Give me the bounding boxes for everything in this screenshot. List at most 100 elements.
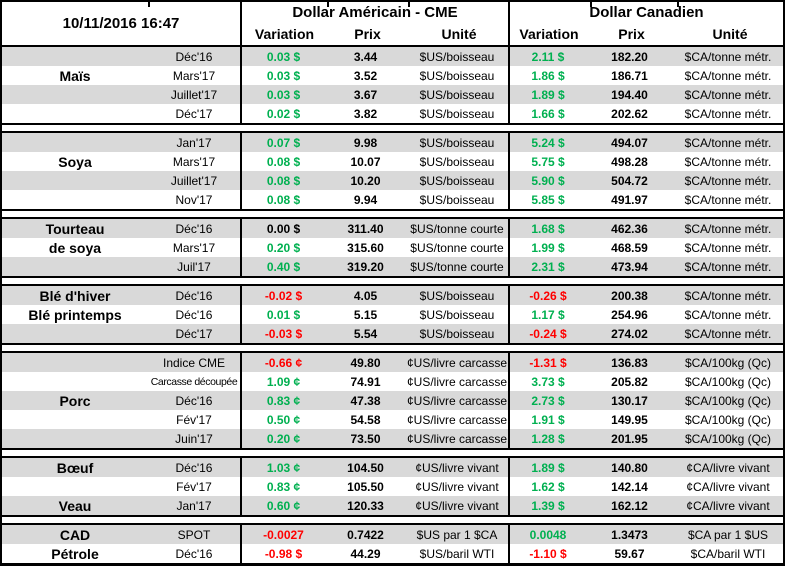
- ca-unit: $CA/tonne métr.: [684, 221, 772, 236]
- table-row: Déc'16 0.03 $ 3.44 $US/boisseau 2.11 $ 182.20…: [2, 47, 783, 66]
- table-row: Veau Jan'17 0.60 ¢ 120.33 ¢US/livre vivant 1.…: [2, 496, 783, 515]
- ca-unit: $CA/tonne métr.: [684, 240, 772, 255]
- table-header: 10/11/2016 16:47 Dollar Américain - CME …: [2, 2, 783, 47]
- table-row: Fév'17 0.83 ¢ 105.50 ¢US/livre vivant 1.62 $…: [2, 477, 783, 496]
- commodity-label: [2, 85, 148, 104]
- us-unit: $US/boisseau: [419, 326, 495, 341]
- table-row: Bœuf Déc'16 1.03 ¢ 104.50 ¢US/livre vivant 1.…: [2, 458, 783, 477]
- contract-month: Juillet'17: [170, 87, 218, 102]
- us-unit: $US/tonne courte: [410, 240, 504, 255]
- contract-month: Déc'16: [175, 221, 213, 236]
- us-variation: 0.83 ¢: [240, 477, 325, 496]
- usd-section-title: Dollar Américain - CME: [292, 4, 458, 21]
- contract-month: Mars'17: [172, 154, 216, 169]
- cad-section-title: Dollar Canadien: [589, 4, 704, 21]
- table-body: Déc'16 0.03 $ 3.44 $US/boisseau 2.11 $ 182.20…: [2, 47, 783, 563]
- ca-price: 202.62: [611, 106, 648, 121]
- commodity-label: [2, 133, 148, 152]
- us-unit: ¢US/livre vivant: [415, 498, 499, 513]
- us-unit: $US/tonne courte: [410, 259, 504, 274]
- us-price: 105.50: [347, 479, 384, 494]
- us-variation: -0.66 ¢: [240, 353, 325, 372]
- ca-price: 200.38: [611, 288, 648, 303]
- us-unit: $US/boisseau: [419, 106, 495, 121]
- section-divider: [2, 450, 783, 458]
- column-tick: [408, 2, 410, 7]
- ca-variation: 1.62 $: [508, 477, 586, 496]
- contract-month: Juil'17: [177, 259, 211, 274]
- us-variation: 0.08 $: [240, 171, 325, 190]
- commodity-label: Pétrole: [51, 545, 99, 562]
- us-price: 4.05: [353, 288, 378, 303]
- us-price: 73.50: [350, 431, 381, 446]
- ca-price: 140.80: [611, 460, 648, 475]
- ca-variation: -0.26 $: [508, 286, 586, 305]
- commodity-label: Soya: [58, 153, 92, 170]
- ca-variation: 5.75 $: [508, 152, 586, 171]
- contract-month: Carcasse découpée: [150, 375, 238, 388]
- ca-unit: $CA/tonne métr.: [684, 106, 772, 121]
- contract-month: Déc'16: [175, 546, 213, 561]
- cad-subheader: Variation Prix Unité: [510, 23, 783, 45]
- ca-unit: $CA/tonne métr.: [684, 68, 772, 83]
- ca-unit: $CA/baril WTI: [690, 546, 766, 561]
- ca-variation: 2.31 $: [508, 257, 586, 276]
- ca-variation: 1.28 $: [508, 429, 586, 448]
- us-variation: 0.83 ¢: [240, 391, 325, 410]
- ca-price: 182.20: [611, 49, 648, 64]
- usd-unit-header: Unité: [441, 26, 477, 42]
- ca-variation: 1.39 $: [508, 496, 586, 515]
- contract-month: Fév'17: [176, 479, 212, 494]
- contract-month: Juin'17: [175, 431, 213, 446]
- ca-variation: 1.17 $: [508, 305, 586, 324]
- ca-variation: -1.31 $: [508, 353, 586, 372]
- contract-month: Jan'17: [176, 498, 212, 513]
- ca-variation: 5.85 $: [508, 190, 586, 209]
- us-unit: ¢US/livre carcasse: [406, 393, 508, 408]
- commodity-label: de soya: [48, 239, 102, 256]
- us-unit: $US/baril WTI: [419, 546, 495, 561]
- ca-unit: $CA/100kg (Qc): [684, 355, 772, 370]
- table-row: Déc'17 0.02 $ 3.82 $US/boisseau 1.66 $ 202.62…: [2, 104, 783, 123]
- us-unit: $US/boisseau: [419, 49, 495, 64]
- us-unit: ¢US/livre carcasse: [406, 355, 508, 370]
- ca-variation: 1.86 $: [508, 66, 586, 85]
- us-variation: -0.98 $: [240, 544, 325, 563]
- table-row: Nov'17 0.08 $ 9.94 $US/boisseau 5.85 $ 491.97…: [2, 190, 783, 209]
- contract-month: Fév'17: [176, 412, 212, 427]
- ca-unit: $CA/tonne métr.: [684, 288, 772, 303]
- commodity-label: Maïs: [59, 67, 91, 84]
- ca-unit: $CA/tonne métr.: [684, 135, 772, 150]
- table-row: Juillet'17 0.03 $ 3.67 $US/boisseau 1.89 $ 19…: [2, 85, 783, 104]
- ca-price: 498.28: [611, 154, 648, 169]
- us-price: 44.29: [350, 546, 381, 561]
- ca-price: 142.14: [611, 479, 648, 494]
- contract-month: Déc'17: [175, 106, 213, 121]
- cad-price-header: Prix: [618, 26, 645, 42]
- section-divider: [2, 345, 783, 353]
- us-unit: $US/boisseau: [419, 173, 495, 188]
- contract-month: Déc'17: [175, 326, 213, 341]
- us-unit: ¢US/livre carcasse: [406, 374, 508, 389]
- contract-month: Juillet'17: [170, 173, 218, 188]
- report-timestamp: 10/11/2016 16:47: [62, 15, 180, 32]
- commodity-label: [2, 477, 148, 496]
- contract-month: Nov'17: [175, 192, 213, 207]
- column-tick: [677, 2, 679, 7]
- us-price: 3.82: [353, 106, 378, 121]
- ca-price: 186.71: [611, 68, 648, 83]
- section-ble: Blé d'hiver Déc'16 -0.02 $ 4.05 $US/boisseau…: [2, 286, 783, 345]
- ca-unit: $CA/100kg (Qc): [684, 431, 772, 446]
- us-price: 47.38: [350, 393, 381, 408]
- contract-month: SPOT: [177, 527, 211, 542]
- us-unit: ¢US/livre vivant: [415, 460, 499, 475]
- us-variation: 0.03 $: [240, 85, 325, 104]
- ca-unit: $CA/100kg (Qc): [684, 393, 772, 408]
- usd-variation-header: Variation: [254, 26, 315, 42]
- ca-price: 149.95: [611, 412, 648, 427]
- ca-variation: -0.24 $: [508, 324, 586, 343]
- ca-price: 468.59: [611, 240, 648, 255]
- ca-variation: 2.73 $: [508, 391, 586, 410]
- us-unit: $US/boisseau: [419, 135, 495, 150]
